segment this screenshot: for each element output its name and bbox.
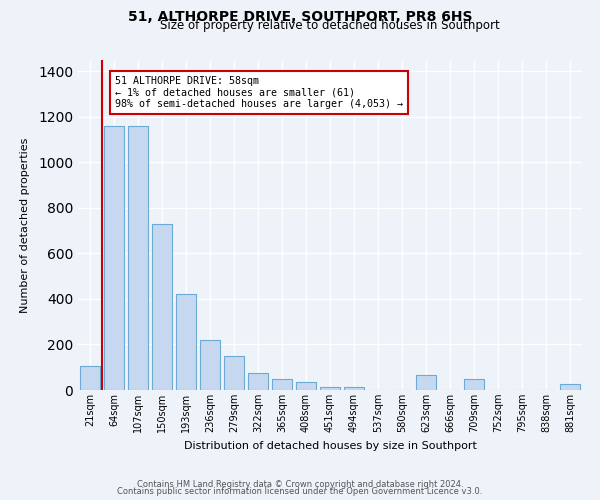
Title: Size of property relative to detached houses in Southport: Size of property relative to detached ho… xyxy=(160,20,500,32)
Bar xyxy=(224,356,244,390)
Bar xyxy=(128,126,148,390)
Bar xyxy=(248,373,268,390)
Text: Contains public sector information licensed under the Open Government Licence v3: Contains public sector information licen… xyxy=(118,488,482,496)
Bar xyxy=(320,386,340,390)
Bar xyxy=(344,386,364,390)
Bar xyxy=(464,379,484,390)
Bar xyxy=(416,375,436,390)
Bar xyxy=(104,126,124,390)
X-axis label: Distribution of detached houses by size in Southport: Distribution of detached houses by size … xyxy=(184,440,476,450)
Bar xyxy=(560,384,580,390)
Bar xyxy=(200,340,220,390)
Bar xyxy=(152,224,172,390)
Bar xyxy=(176,294,196,390)
Bar xyxy=(80,366,100,390)
Text: 51, ALTHORPE DRIVE, SOUTHPORT, PR8 6HS: 51, ALTHORPE DRIVE, SOUTHPORT, PR8 6HS xyxy=(128,10,472,24)
Text: Contains HM Land Registry data © Crown copyright and database right 2024.: Contains HM Land Registry data © Crown c… xyxy=(137,480,463,489)
Y-axis label: Number of detached properties: Number of detached properties xyxy=(20,138,29,312)
Bar xyxy=(272,378,292,390)
Text: 51 ALTHORPE DRIVE: 58sqm
← 1% of detached houses are smaller (61)
98% of semi-de: 51 ALTHORPE DRIVE: 58sqm ← 1% of detache… xyxy=(115,76,403,109)
Bar xyxy=(296,382,316,390)
